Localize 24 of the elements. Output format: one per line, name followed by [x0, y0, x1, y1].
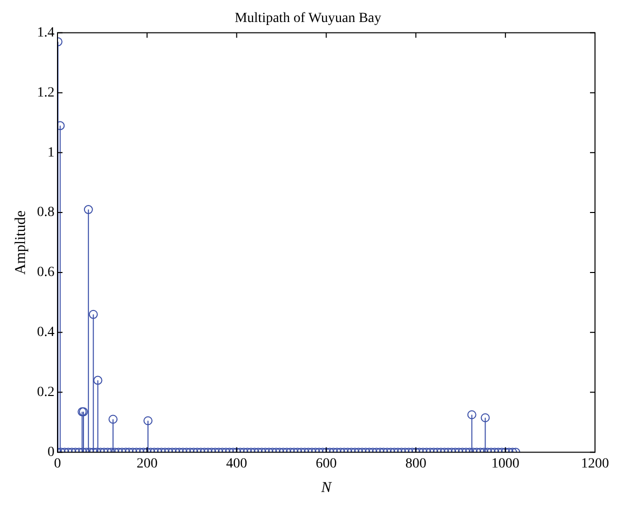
point	[480, 413, 490, 422]
y-tick-label: 0.2	[37, 384, 54, 400]
y-tick-label: 0.6	[37, 265, 54, 280]
y-tick-label: 0.8	[37, 205, 54, 220]
point	[467, 410, 476, 420]
point	[84, 205, 93, 214]
x-tick-label: 200	[136, 456, 158, 472]
x-tick-label: 400	[226, 456, 248, 472]
x-tick-label: 1000	[491, 456, 520, 472]
point	[88, 310, 98, 319]
point	[143, 416, 152, 426]
point	[93, 376, 102, 385]
x-tick-label: 600	[316, 456, 337, 472]
point	[108, 414, 118, 424]
x-axis-title: N	[320, 480, 332, 496]
chart-title: Multipath of Wuyuan Bay	[234, 11, 382, 26]
y-tick-label: 1.2	[37, 85, 54, 100]
y-tick-label: 1.4	[37, 25, 54, 40]
y-tick-label: 1	[48, 145, 54, 160]
x-tick-label: 1200	[581, 456, 609, 472]
y-tick-label: 0	[48, 444, 54, 460]
y-tick-label: 0.4	[37, 325, 54, 340]
y-axis-title: Amplitude	[12, 210, 29, 275]
x-tick-label: 800	[405, 456, 426, 472]
